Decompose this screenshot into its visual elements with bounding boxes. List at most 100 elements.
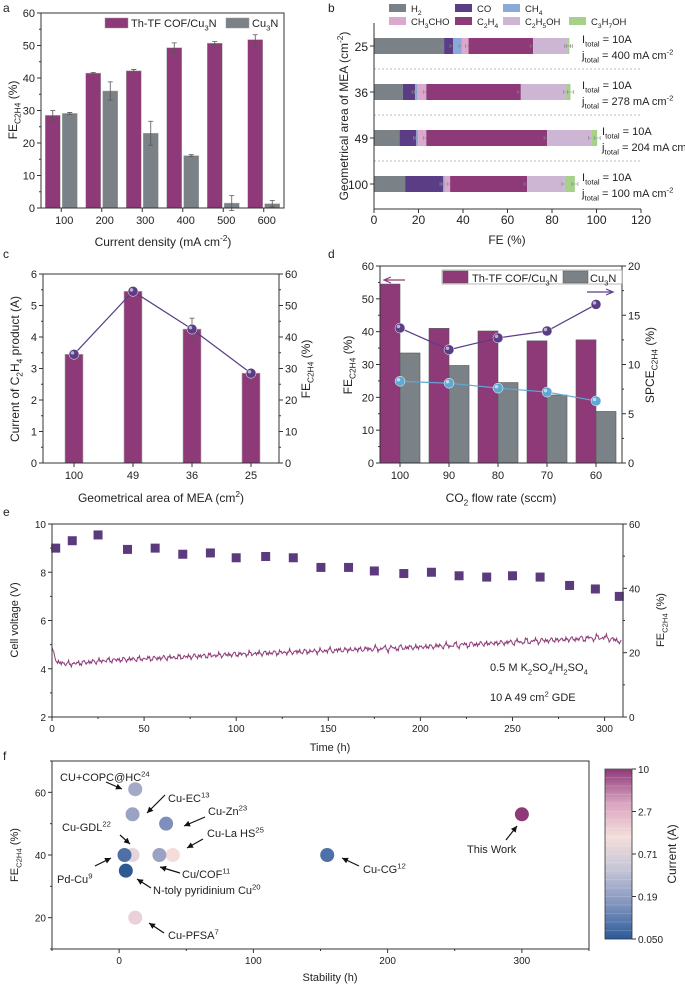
chart-d: 0 10 20 30 40 50 60 0 5 10 15 20 100 90 80 70 60 Th-TF CO… [341,261,660,508]
e-fe-point [205,548,215,558]
e-fe-point [93,530,103,540]
panel-label-d: d [328,247,335,261]
f-x-tick-label: 300 [514,956,531,967]
c-y2-axis-label: FEC2H4 (%) [299,340,316,399]
a-bar-cu3n [62,113,78,209]
d-legend-swatch [562,270,589,284]
b-bar-segment [450,176,528,192]
b-bar-segment [452,38,462,54]
c-y2-tick-label: 40 [285,332,297,344]
c-fe-point [186,323,198,335]
b-x-tick-label: 120 [631,213,651,227]
f-colorbar [604,768,633,940]
e-y2-tick-label: 40 [629,584,641,595]
f-arrowhead-icon [510,826,517,833]
b-legend-label: H2 [411,4,422,17]
c-y2-tick-label: 20 [285,395,297,407]
d-spce-point [541,325,553,337]
c-y-tick-label: 0 [31,458,37,470]
chart-a: 0 10 20 30 40 50 60 100 200 300 400 500 600 Th-TF COF… [6,8,285,249]
b-annotation-current: Itotal = 10A [582,172,632,186]
b-legend-swatch [569,17,586,25]
b-legend-label: CH3CHO [411,17,450,30]
a-y-tick-label: 50 [23,41,35,53]
d-spce-point [394,375,406,387]
b-bar-segment [468,38,534,54]
e-fe-point [369,566,379,576]
b-bar-segment [426,130,548,146]
d-y2-tick-label: 20 [628,261,640,273]
c-y2-tick-label: 30 [285,364,297,376]
a-error-bar [188,154,194,158]
d-bar-th-tf-cof [379,283,401,464]
f-point-label: CU+COPC@HC24 [60,770,150,784]
b-annotation-density: jtotal = 278 mA cm-2 [581,94,673,111]
f-scatter-point [152,848,167,862]
d-bar-th-tf-cof [477,330,499,464]
d-y2-tick-label: 5 [628,409,634,421]
e-x-axis-label: Time (h) [310,742,351,754]
f-point-label: Cu-PFSA7 [168,928,219,942]
e-cell-voltage-line [51,632,622,669]
f-point-label: This Work [467,844,517,856]
a-y-tick-label: 10 [23,171,35,183]
a-bar-cu3n [183,155,199,209]
f-scatter-point [165,848,180,862]
f-point-label: Cu/COF11 [182,867,230,881]
a-y-tick-label: 40 [23,73,35,85]
d-spce-point-highlight [592,397,597,402]
a-legend-swatch [225,17,250,29]
e-annotation-electrolyte: 0.5 M K2SO4/H2SO4 [490,662,589,676]
d-y-tick-label: 0 [368,458,374,470]
e-fe-point [454,571,464,581]
b-legend-swatch [455,17,472,25]
a-x-tick-label: 200 [96,215,114,227]
e-y-tick-label: 6 [40,617,46,628]
a-y-tick-label: 20 [23,138,35,150]
c-x-tick-label: 25 [245,470,257,482]
d-spce-point [492,332,504,344]
d-y2-tick-label: 0 [628,458,634,470]
b-annotation-current: Itotal = 10A [582,34,632,48]
a-bar-th-tf-cof [207,42,223,209]
b-legend-label: C2H5OH [525,17,561,30]
b-bar-segment [374,38,445,54]
a-plot-frame [40,12,285,209]
d-y2-tick-label: 15 [628,310,640,322]
f-x-tick-label: 200 [379,956,396,967]
c-fe-point-highlight [188,325,193,330]
f-y-tick-label: 20 [35,914,47,925]
d-y-tick-label: 50 [362,294,374,306]
e-fe-point [67,536,77,546]
d-spce-point-highlight [445,379,450,384]
b-bar-segment [520,84,567,100]
b-error-bar [593,136,601,140]
e-plot-frame [51,523,624,718]
b-x-tick-label: 20 [412,213,426,227]
b-bar-segment [417,84,427,100]
b-bar-segment [533,38,568,54]
a-x-axis-label: Current density (mA cm-2) [95,233,232,249]
b-bar-segment [399,130,417,146]
d-bar-cu3n [595,411,617,464]
d-x-axis-label: CO2 flow rate (sccm) [446,491,557,508]
f-colorbar-tick-label: 0.050 [638,935,663,946]
c-y2-tick-label: 50 [285,301,297,313]
f-point-label: N-toly pyridinium Cu20 [153,883,261,897]
c-y-tick-label: 4 [31,332,37,344]
e-y2-tick-label: 20 [629,649,641,660]
f-colorbar-tick-label: 2.7 [638,808,652,819]
f-scatter-point [159,816,174,831]
f-arrowhead-icon [184,820,191,827]
c-fe-point [245,367,257,379]
d-x-tick-label: 70 [541,470,553,482]
c-bar [182,328,202,464]
d-spce-point-highlight [396,324,401,329]
a-error-bar [131,69,137,73]
f-arrowhead-icon [104,858,111,864]
c-bar [123,291,143,464]
f-x-tick-label: 0 [116,956,122,967]
a-error-bar [148,120,154,146]
e-y2-tick-label: 0 [629,713,635,724]
